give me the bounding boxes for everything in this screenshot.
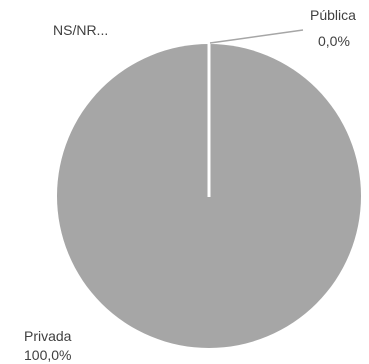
slice-value-privada: 100,0% [24, 347, 71, 363]
slice-name-nsnr: NS/NR... [53, 22, 108, 38]
slice-name-publica: Pública [310, 7, 356, 23]
leader-line-publica [209, 29, 304, 44]
slice-name-privada: Privada [24, 328, 72, 344]
slice-value-publica: 0,0% [318, 33, 350, 49]
